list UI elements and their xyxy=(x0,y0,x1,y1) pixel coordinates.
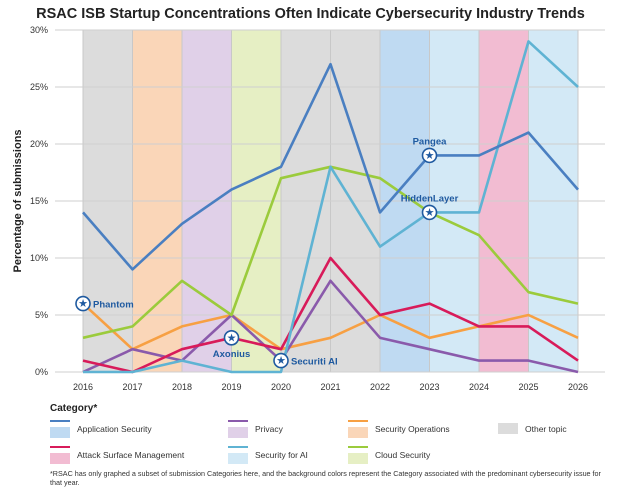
x-tick-label: 2017 xyxy=(122,382,142,392)
series-line-attack-surface-management xyxy=(82,256,579,374)
legend-bg-swatch xyxy=(50,453,70,464)
star-icon: ★ xyxy=(78,298,88,310)
legend-bg-swatch xyxy=(348,427,368,438)
x-tick-label: 2026 xyxy=(568,382,588,392)
legend-line-swatch xyxy=(348,420,368,422)
annotation-pangea: ★ Pangea xyxy=(413,136,448,164)
legend-label: Application Security xyxy=(77,424,152,434)
star-marker xyxy=(273,352,289,369)
legend-bg-swatch xyxy=(498,423,518,434)
star-icon: ★ xyxy=(227,332,237,344)
y-tick-label: 15% xyxy=(30,196,48,206)
star-icon: ★ xyxy=(276,355,286,367)
legend-bg-swatch xyxy=(50,427,70,438)
legend-label: Attack Surface Management xyxy=(77,450,185,460)
series-line-security-operations xyxy=(82,302,579,351)
x-tick-label: 2018 xyxy=(172,382,192,392)
star-icon: ★ xyxy=(425,150,435,162)
legend-label: Security Operations xyxy=(375,424,450,434)
legend-line-swatch xyxy=(50,446,70,448)
annotation-securiti-ai: ★ Securiti AI xyxy=(273,352,338,369)
x-tick-label: 2025 xyxy=(518,382,538,392)
annotation-label: Securiti AI xyxy=(291,357,338,368)
y-tick-label: 25% xyxy=(30,82,48,92)
footnote: *RSAC has only graphed a subset of submi… xyxy=(50,469,601,487)
x-tick-label: 2022 xyxy=(370,382,390,392)
x-tick-label: 2023 xyxy=(419,382,439,392)
annotation-label: Phantom xyxy=(93,300,134,311)
legend-label: Cloud Security xyxy=(375,450,431,460)
y-tick-label: 20% xyxy=(30,139,48,149)
star-marker xyxy=(223,329,240,346)
series-line-application-security xyxy=(82,62,579,271)
legend-label: Other topic xyxy=(525,424,567,434)
star-marker xyxy=(421,204,438,221)
star-icon: ★ xyxy=(425,207,435,219)
annotation-label: Axonius xyxy=(213,349,250,360)
series-line-security-for-ai xyxy=(83,40,579,374)
legend-bg-swatch xyxy=(228,453,248,464)
legend-bg-swatch xyxy=(348,453,368,464)
legend-line-swatch xyxy=(228,446,248,448)
legend-line-swatch xyxy=(348,446,368,448)
y-axis-label: Percentage of submissions xyxy=(12,129,24,272)
legend-label: Security for AI xyxy=(255,450,308,460)
plot-area: 0% 5% 10% 15% 20% 25% 30% 2016 2017 2018 2019 2020 2… xyxy=(12,25,605,392)
y-tick-label: 5% xyxy=(35,310,48,320)
annotation-label: Pangea xyxy=(413,136,448,147)
star-marker xyxy=(75,295,91,312)
x-tick-label: 2020 xyxy=(271,382,291,392)
x-tick-label: 2019 xyxy=(221,382,241,392)
legend-title: Category* xyxy=(50,403,98,414)
annotation-phantom: ★ Phantom xyxy=(75,295,134,312)
legend-bg-swatch xyxy=(228,427,248,438)
star-marker xyxy=(421,147,438,164)
annotation-hiddenlayer: ★ HiddenLayer xyxy=(401,193,459,221)
y-tick-label: 0% xyxy=(35,367,48,377)
annotation-label: HiddenLayer xyxy=(401,193,459,204)
annotation-axonius: ★ Axonius xyxy=(213,329,250,360)
y-tick-label: 10% xyxy=(30,253,48,263)
x-tick-label: 2016 xyxy=(73,382,93,392)
x-tick-label: 2024 xyxy=(469,382,489,392)
legend-label: Privacy xyxy=(255,424,283,434)
y-tick-label: 30% xyxy=(30,25,48,35)
x-tick-label: 2021 xyxy=(320,382,340,392)
chart-title: RSAC ISB Startup Concentrations Often In… xyxy=(36,6,585,22)
legend-line-swatch xyxy=(228,420,248,422)
legend-line-swatch xyxy=(50,420,70,422)
